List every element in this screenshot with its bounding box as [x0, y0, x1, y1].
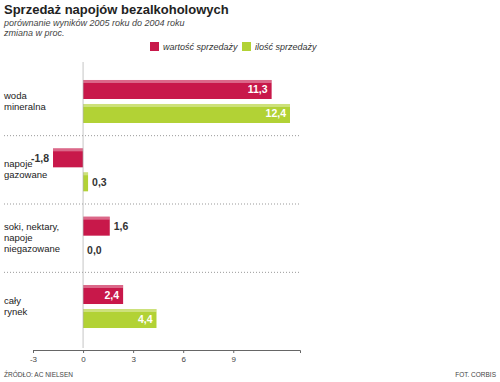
- category-label: wodamineralna: [3, 90, 46, 112]
- bar-highlight: [83, 80, 272, 83]
- tick-label: 0: [81, 355, 86, 364]
- separator: [4, 204, 300, 205]
- tick-label: 3: [131, 355, 136, 364]
- bar: [53, 148, 83, 167]
- data-labels: 11,3 -1,8 1,6 2,4 12,4 0,3 0,0 4,4: [31, 83, 286, 324]
- data-label: 0,3: [92, 176, 107, 188]
- data-label: 4,4: [138, 313, 153, 325]
- bar: [83, 80, 272, 99]
- separator: [4, 272, 300, 273]
- axis-line: [34, 351, 301, 354]
- bar: [83, 309, 156, 328]
- subtitle: porównanie wyników 2005 roku do 2004 rok…: [3, 18, 185, 28]
- legend-label: ilość sprzedaży: [255, 42, 317, 52]
- bar: [83, 217, 110, 236]
- tick-mark: [83, 350, 84, 353]
- data-label: 1,6: [114, 220, 129, 232]
- data-label: -1,8: [31, 152, 49, 164]
- tick-mark: [133, 350, 134, 353]
- data-label: 0,0: [87, 244, 102, 256]
- tick: 3: [131, 350, 136, 364]
- x-axis: -3 0 3 6 9: [30, 350, 301, 364]
- separator: [4, 135, 300, 136]
- tick: 0: [81, 350, 86, 364]
- photo-credit: FOT. CORBIS: [455, 371, 496, 378]
- tick-label: 6: [181, 355, 186, 364]
- tick: -3: [30, 350, 38, 364]
- tick-mark: [183, 350, 184, 353]
- tick: 6: [181, 350, 186, 364]
- zero-line: [83, 62, 84, 348]
- data-label: 12,4: [266, 107, 287, 119]
- legend-label: wartość sprzedaży: [163, 42, 238, 52]
- category-label: soki, nektary,napojeniegazowane: [4, 221, 60, 254]
- legend-swatch: [242, 42, 251, 51]
- tick: 9: [232, 350, 237, 364]
- tick-label: 9: [232, 355, 237, 364]
- legend: wartość sprzedaży ilość sprzedaży: [150, 42, 317, 52]
- bar: [83, 104, 290, 123]
- tick-label: -3: [30, 355, 38, 364]
- plot-area: [53, 80, 290, 328]
- tick-mark: [233, 350, 234, 353]
- bar-highlight: [83, 172, 88, 175]
- bar: [83, 285, 123, 304]
- data-label: 2,4: [105, 289, 120, 301]
- subtitle: zmiana w proc.: [3, 28, 65, 38]
- category-label: całyrynek: [4, 295, 27, 317]
- tick-mark: [33, 350, 34, 353]
- bar-highlight: [53, 148, 83, 151]
- legend-swatch: [150, 42, 159, 51]
- bar-highlight: [83, 217, 110, 220]
- bar: [83, 172, 88, 191]
- source: ŹRÓDŁO: AC NIELSEN: [4, 370, 73, 378]
- bar-highlight: [83, 104, 290, 107]
- title: Sprzedaż napojów bezalkoholowych: [4, 2, 229, 17]
- chart-root: Sprzedaż napojów bezalkoholowychporównan…: [0, 0, 500, 382]
- data-label: 11,3: [248, 83, 268, 95]
